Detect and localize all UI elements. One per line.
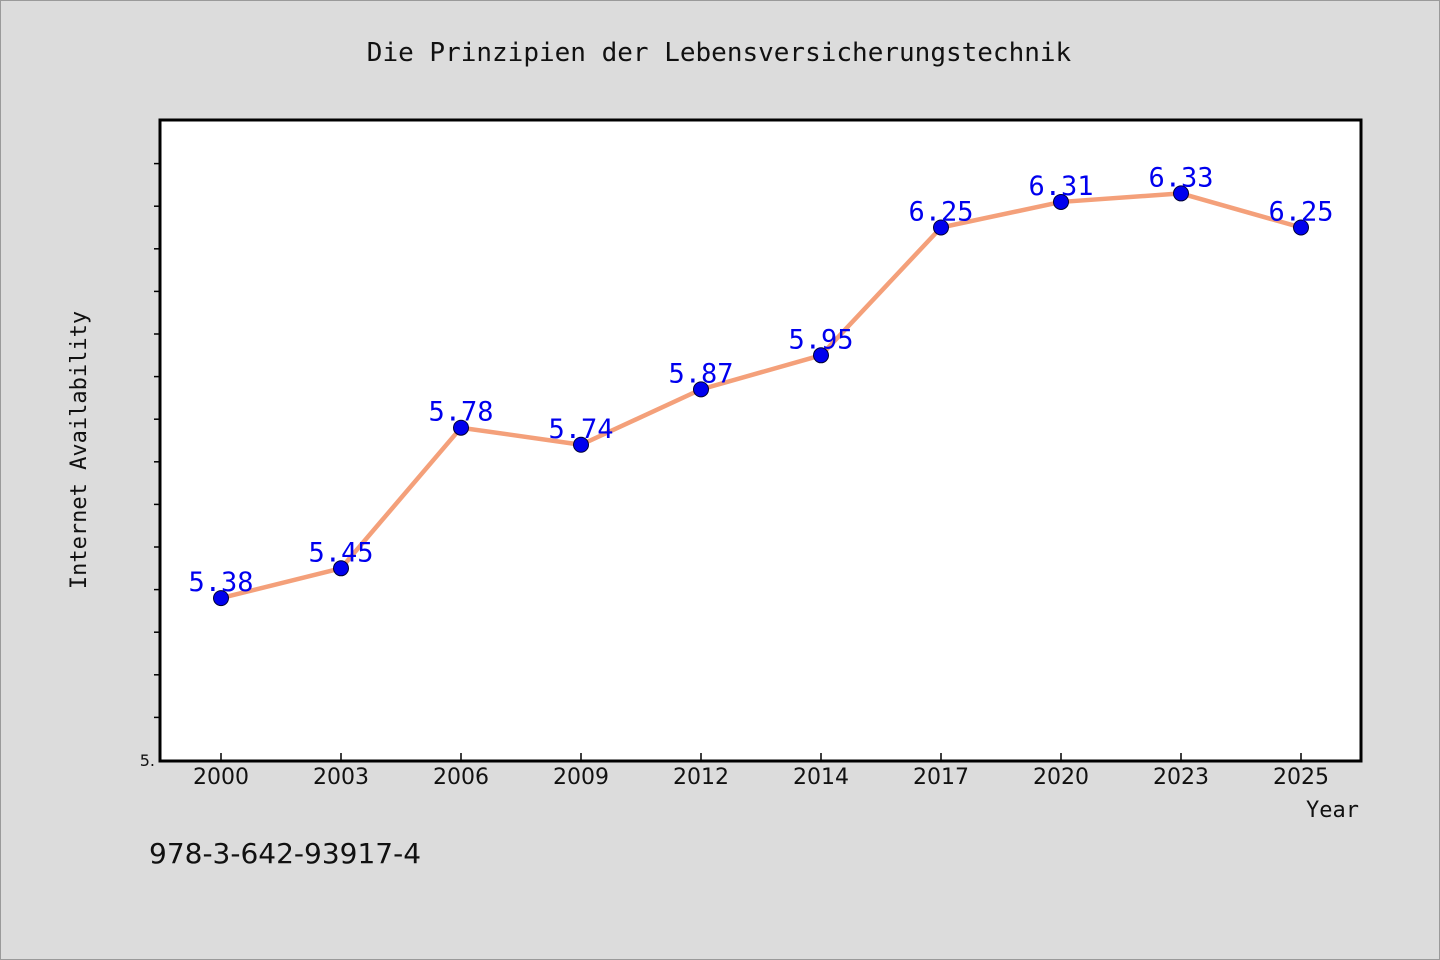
data-point <box>693 381 709 398</box>
x-tick-label: 2009 <box>553 765 609 790</box>
x-tick-label: 2000 <box>193 765 249 790</box>
data-point <box>933 219 949 236</box>
data-point <box>1293 219 1309 236</box>
data-label: 5.74 <box>548 414 613 445</box>
x-tick-label: 2014 <box>793 765 849 790</box>
data-label: 5.78 <box>428 397 493 428</box>
y-axis-label: Internet Availability <box>67 311 92 589</box>
x-tick-label: 2020 <box>1033 765 1089 790</box>
chart-title: Die Prinzipien der Lebensversicherungste… <box>367 38 1072 68</box>
x-tick-label: 2012 <box>673 765 729 790</box>
x-tick-label: 2017 <box>913 765 969 790</box>
x-axis-label: Year <box>1306 798 1359 823</box>
data-point <box>1173 185 1189 202</box>
data-point <box>213 590 229 607</box>
plot-area <box>158 118 1363 763</box>
y-tick-label: 5. <box>140 751 155 770</box>
series-line <box>220 191 1302 601</box>
data-point <box>1053 193 1069 210</box>
series-group: 5.38 5.45 5.78 5.74 5.87 5.95 6.25 6.31 6.33 6.25 <box>188 162 1334 607</box>
data-label: 5.38 <box>188 567 253 598</box>
data-label: 6.25 <box>908 197 973 228</box>
data-point <box>573 436 589 453</box>
data-label: 6.33 <box>1148 162 1213 193</box>
data-label: 5.45 <box>308 537 373 568</box>
x-tick-label: 2023 <box>1153 765 1209 790</box>
y-axis-ticks: 5. <box>140 162 160 770</box>
data-point <box>453 419 469 436</box>
data-label: 6.31 <box>1028 171 1093 202</box>
x-tick-label: 2003 <box>313 765 369 790</box>
x-tick-label: 2006 <box>433 765 489 790</box>
x-axis-ticks: 2000 2003 2006 2009 2012 2014 2017 2020 2023 2025 <box>193 753 1329 790</box>
data-point <box>813 347 829 364</box>
data-label: 5.87 <box>668 358 733 389</box>
x-tick-label: 2025 <box>1273 765 1329 790</box>
data-label: 6.25 <box>1268 197 1333 228</box>
data-label: 5.95 <box>788 324 853 355</box>
isbn-text: 978-3-642-93917-4 <box>149 837 421 870</box>
data-point <box>333 560 349 577</box>
